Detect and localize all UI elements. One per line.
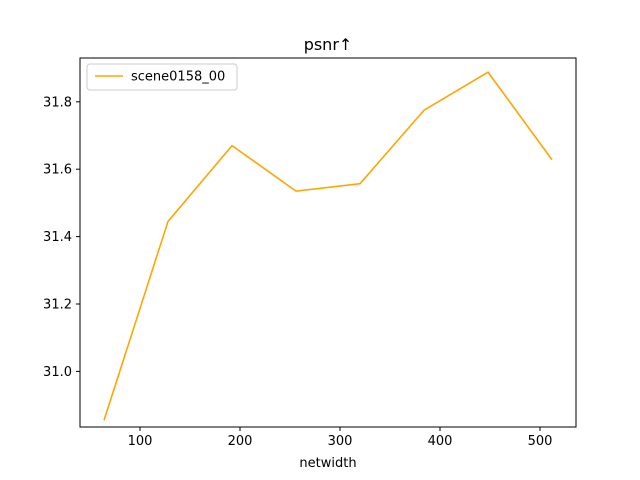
x-tick-label: 300: [328, 434, 353, 449]
legend-box: [86, 63, 238, 91]
x-tick-label: 400: [428, 434, 453, 449]
x-tick-label: 100: [128, 434, 153, 449]
legend: scene0158_00: [86, 63, 238, 91]
y-axis: 31.0 31.2 31.4 31.6 31.8: [43, 95, 80, 380]
series-line-0: [103, 71, 553, 421]
y-tick-label: 31.6: [43, 163, 72, 178]
y-tick-label: 31.8: [43, 95, 72, 110]
y-tick-label: 31.0: [43, 365, 72, 380]
x-axis: 100 200 300 400 500: [128, 427, 553, 449]
legend-entry-label: scene0158_00: [131, 70, 225, 85]
x-tick-label: 200: [228, 434, 253, 449]
y-tick-label: 31.4: [43, 230, 72, 245]
plot-area: [103, 71, 553, 421]
x-tick-label: 500: [528, 434, 553, 449]
chart-title: psnr↑: [304, 35, 353, 54]
x-axis-label: netwidth: [299, 456, 356, 471]
y-tick-label: 31.2: [43, 298, 72, 313]
axes-frame: [79, 57, 577, 428]
